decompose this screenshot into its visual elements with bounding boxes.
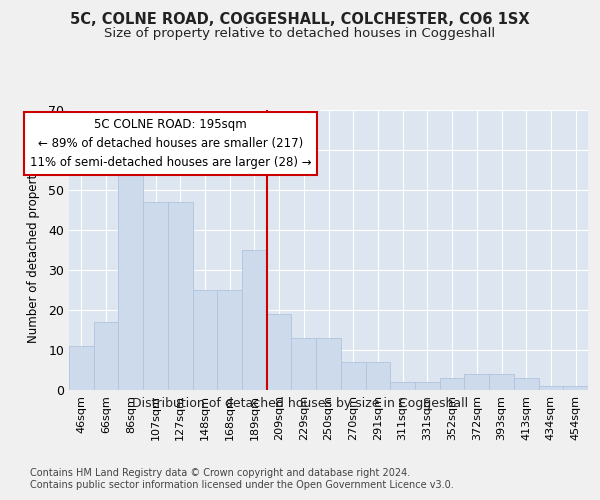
Bar bbox=[292, 338, 316, 390]
Text: Distribution of detached houses by size in Coggeshall: Distribution of detached houses by size … bbox=[132, 398, 468, 410]
Bar bbox=[69, 346, 94, 390]
Text: 5C COLNE ROAD: 195sqm
← 89% of detached houses are smaller (217)
11% of semi-det: 5C COLNE ROAD: 195sqm ← 89% of detached … bbox=[29, 118, 311, 169]
Bar bbox=[94, 322, 118, 390]
Y-axis label: Number of detached properties: Number of detached properties bbox=[27, 157, 40, 343]
Bar bbox=[489, 374, 514, 390]
Bar bbox=[341, 362, 365, 390]
Bar bbox=[365, 362, 390, 390]
Text: Size of property relative to detached houses in Coggeshall: Size of property relative to detached ho… bbox=[104, 28, 496, 40]
Bar bbox=[514, 378, 539, 390]
Bar bbox=[539, 386, 563, 390]
Bar bbox=[267, 314, 292, 390]
Text: 5C, COLNE ROAD, COGGESHALL, COLCHESTER, CO6 1SX: 5C, COLNE ROAD, COGGESHALL, COLCHESTER, … bbox=[70, 12, 530, 28]
Text: Contains HM Land Registry data © Crown copyright and database right 2024.: Contains HM Land Registry data © Crown c… bbox=[30, 468, 410, 478]
Bar bbox=[193, 290, 217, 390]
Bar bbox=[464, 374, 489, 390]
Bar bbox=[242, 250, 267, 390]
Bar bbox=[118, 158, 143, 390]
Bar bbox=[440, 378, 464, 390]
Bar bbox=[217, 290, 242, 390]
Text: Contains public sector information licensed under the Open Government Licence v3: Contains public sector information licen… bbox=[30, 480, 454, 490]
Bar bbox=[390, 382, 415, 390]
Bar bbox=[563, 386, 588, 390]
Bar bbox=[143, 202, 168, 390]
Bar bbox=[168, 202, 193, 390]
Bar bbox=[316, 338, 341, 390]
Bar bbox=[415, 382, 440, 390]
